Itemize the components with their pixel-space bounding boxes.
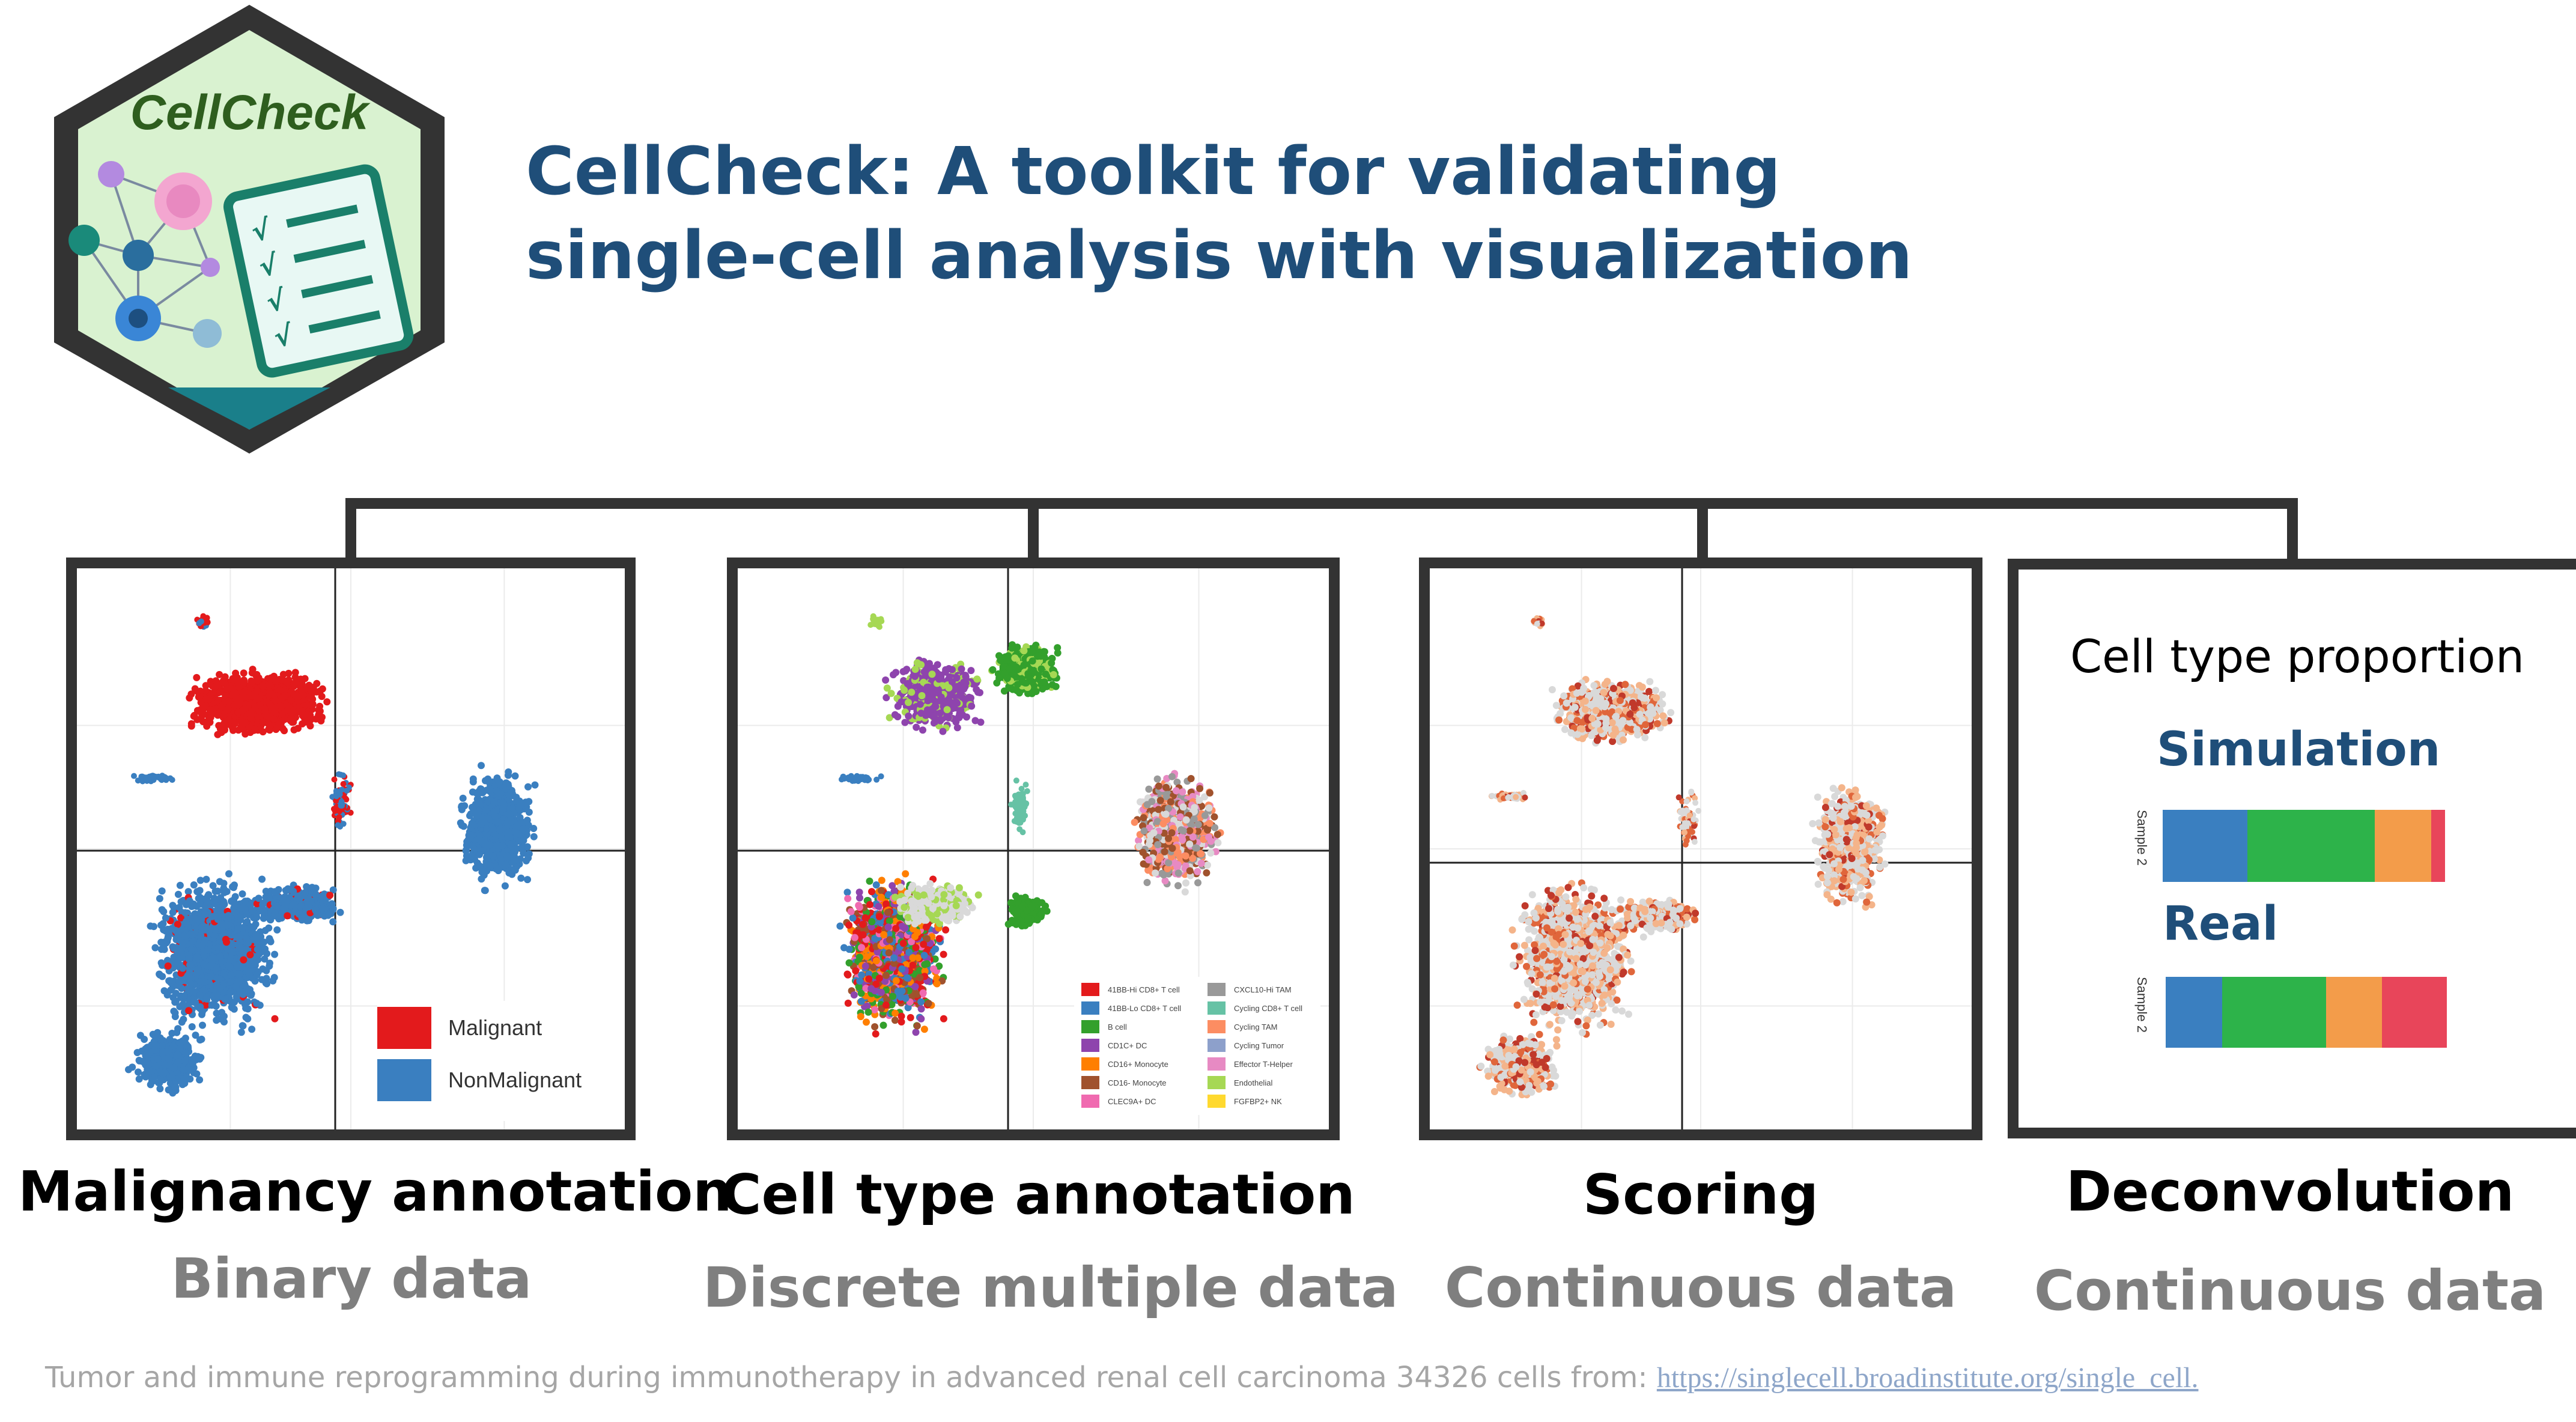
celltype-legend-swatch	[1208, 1057, 1226, 1071]
cellcheck-logo: CellCheck √ √ √ √	[54, 5, 445, 454]
celltype-legend-swatch	[1208, 1020, 1226, 1033]
celltype-legend-label: CD16- Monocyte	[1108, 1078, 1167, 1087]
celltype-legend-label: 41BB-Hi CD8+ T cell	[1108, 985, 1180, 994]
celltype-legend-item: CXCL10-Hi TAM	[1208, 983, 1292, 996]
celltype-legend-swatch	[1081, 1057, 1099, 1071]
celltype-legend-item: Effector T-Helper	[1208, 1057, 1293, 1071]
celltype-legend-label: 41BB-Lo CD8+ T cell	[1108, 1003, 1182, 1013]
celltype-legend-swatch	[1081, 1076, 1099, 1089]
celltype-legend-label: Cycling TAM	[1234, 1022, 1278, 1032]
real-segment	[2222, 977, 2326, 1048]
caption-celltype: Cell type annotation	[721, 1162, 1355, 1227]
legend-malignant: Malignant	[377, 1007, 542, 1049]
simulation-segment	[2247, 810, 2375, 882]
celltype-legend-item: 41BB-Lo CD8+ T cell	[1081, 1001, 1181, 1015]
simulation-sample-label: Sample 2	[2134, 810, 2149, 866]
celltype-legend-label: CLEC9A+ DC	[1108, 1096, 1156, 1106]
subcaption-celltype: Discrete multiple data	[703, 1256, 1399, 1320]
footnote-link[interactable]: https://singlecell.broadinstitute.org/si…	[1656, 1362, 2199, 1394]
footnote: Tumor and immune reprogramming during im…	[45, 1361, 2198, 1394]
subcaption-malignancy: Binary data	[171, 1247, 532, 1311]
celltype-legend-label: B cell	[1108, 1022, 1127, 1032]
celltype-legend-label: CD1C+ DC	[1108, 1041, 1147, 1050]
celltype-legend-item: FGFBP2+ NK	[1208, 1095, 1282, 1108]
celltype-legend-item: CD1C+ DC	[1081, 1039, 1147, 1052]
celltype-umap	[738, 568, 1329, 1129]
footnote-text: Tumor and immune reprogramming during im…	[45, 1361, 1657, 1394]
panel-deconvolution: Cell type proportion Simulation Sample 2…	[2008, 559, 2576, 1138]
panel-scoring	[1419, 558, 1982, 1140]
simulation-segment	[2163, 810, 2247, 882]
malignancy-legend: Malignant NonMalignant	[377, 1001, 625, 1121]
celltype-legend-label: Cycling CD8+ T cell	[1234, 1003, 1303, 1013]
celltype-legend-swatch	[1208, 1001, 1226, 1015]
real-sample-label: Sample 2	[2134, 977, 2149, 1033]
caption-scoring: Scoring	[1582, 1162, 1819, 1227]
celltype-legend-label: CXCL10-Hi TAM	[1234, 985, 1292, 994]
celltype-legend-label: FGFBP2+ NK	[1234, 1096, 1282, 1106]
celltype-legend-item: B cell	[1081, 1020, 1127, 1033]
legend-swatch-nonmalignant	[377, 1059, 431, 1101]
caption-deconvolution: Deconvolution	[2065, 1159, 2515, 1224]
logo-text: CellCheck	[130, 85, 371, 140]
simulation-segment	[2374, 810, 2431, 882]
legend-swatch-malignant	[377, 1007, 431, 1049]
celltype-legend-item: CD16- Monocyte	[1081, 1076, 1167, 1089]
caption-malignancy: Malignancy annotation	[18, 1159, 732, 1224]
deconvolution-box-title: Cell type proportion	[2070, 630, 2525, 683]
celltype-legend-item: Cycling TAM	[1208, 1020, 1277, 1033]
celltype-legend-label: CD16+ Monocyte	[1108, 1059, 1168, 1069]
legend-label-malignant: Malignant	[448, 1015, 542, 1040]
celltype-legend-item: CLEC9A+ DC	[1081, 1095, 1156, 1108]
celltype-legend-label: Endothelial	[1234, 1078, 1273, 1087]
celltype-legend-item: CD16+ Monocyte	[1081, 1057, 1168, 1071]
real-segment	[2382, 977, 2447, 1048]
simulation-segment	[2431, 810, 2445, 882]
real-label: Real	[2163, 897, 2279, 951]
celltype-legend-label: Cycling Tumor	[1234, 1041, 1284, 1050]
celltype-legend-swatch	[1081, 1020, 1099, 1033]
page-title: CellCheck: A toolkit for validating sing…	[526, 129, 1967, 297]
celltype-legend-item: Cycling CD8+ T cell	[1208, 1001, 1302, 1015]
legend-nonmalignant: NonMalignant	[377, 1059, 582, 1101]
panel-malignancy: Malignant NonMalignant	[66, 558, 636, 1140]
simulation-bar	[2163, 810, 2445, 882]
real-bar	[2166, 977, 2447, 1048]
real-segment	[2325, 977, 2383, 1048]
celltype-legend-swatch	[1081, 1039, 1099, 1052]
celltype-legend: 41BB-Hi CD8+ T cell 41BB-Lo CD8+ T cell B …	[1074, 977, 1320, 1115]
simulation-label: Simulation	[2157, 723, 2441, 777]
celltype-legend-label: Effector T-Helper	[1234, 1059, 1293, 1069]
malignancy-umap	[77, 568, 625, 1129]
legend-label-nonmalignant: NonMalignant	[448, 1068, 582, 1092]
title-line-1: CellCheck: A toolkit for validating	[526, 133, 1781, 210]
celltype-legend-swatch	[1208, 983, 1226, 996]
celltype-legend-item: 41BB-Hi CD8+ T cell	[1081, 983, 1180, 996]
subcaption-deconvolution: Continuous data	[2034, 1259, 2547, 1323]
panel-celltype: 41BB-Hi CD8+ T cell 41BB-Lo CD8+ T cell B …	[727, 558, 1340, 1140]
celltype-legend-swatch	[1208, 1039, 1226, 1052]
celltype-legend-swatch	[1081, 1095, 1099, 1108]
celltype-legend-item: Endothelial	[1208, 1076, 1272, 1089]
celltype-legend-swatch	[1208, 1076, 1226, 1089]
real-segment	[2166, 977, 2222, 1048]
celltype-legend-swatch	[1081, 983, 1099, 996]
celltype-legend-item: Cycling Tumor	[1208, 1039, 1284, 1052]
celltype-legend-swatch	[1081, 1001, 1099, 1015]
title-line-2: single-cell analysis with visualization	[526, 217, 1913, 294]
celltype-legend-swatch	[1208, 1095, 1226, 1108]
subcaption-scoring: Continuous data	[1444, 1256, 1957, 1320]
scoring-umap	[1430, 568, 1972, 1129]
